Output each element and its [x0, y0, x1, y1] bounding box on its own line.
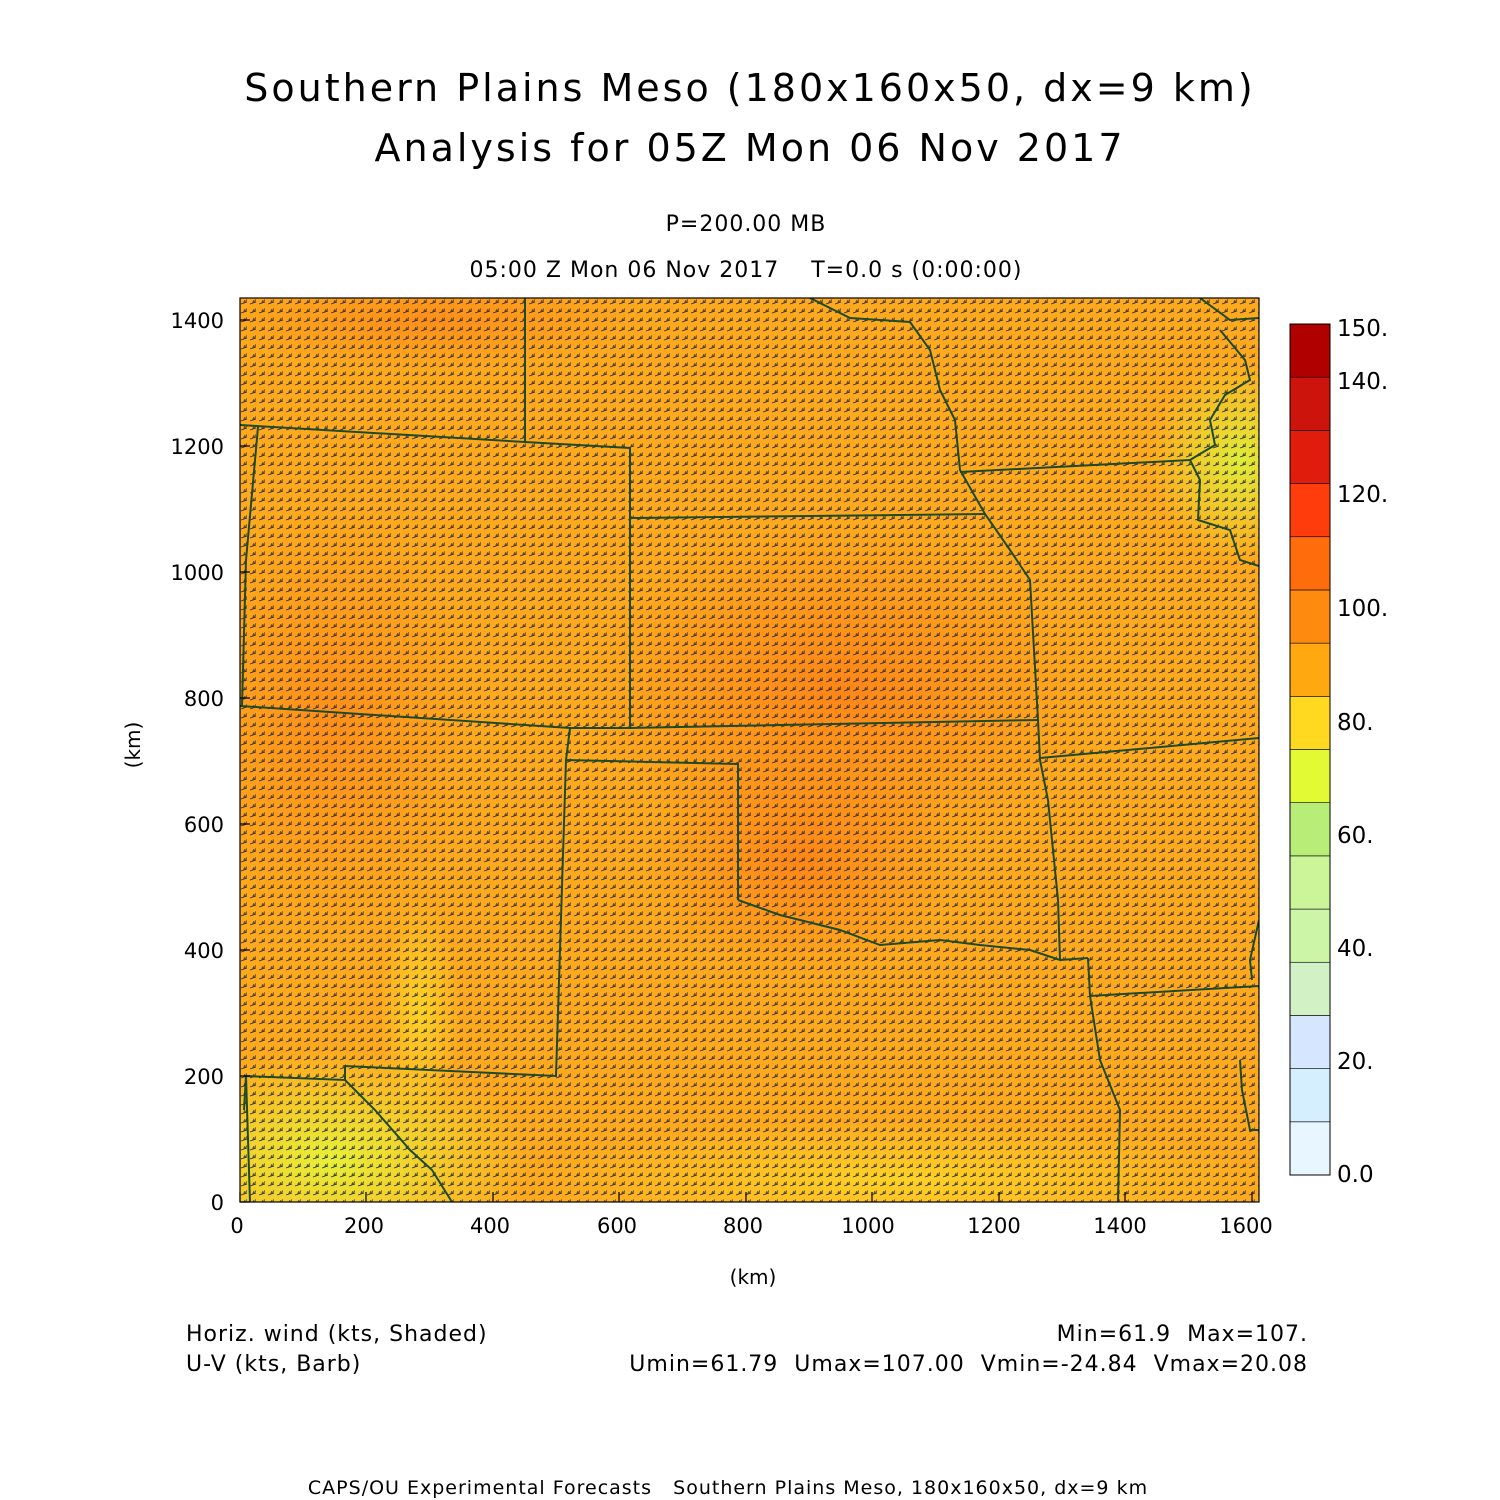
colorbar-label: 150. — [1337, 316, 1388, 342]
wind-speed-shading — [240, 298, 1259, 1202]
shading-caption: Horiz. wind (kts, Shaded) — [186, 1322, 488, 1347]
x-tick-label: 600 — [597, 1214, 637, 1238]
wind-barbs — [240, 298, 1259, 1202]
min-max-stats: Min=61.9 Max=107. — [1056, 1322, 1308, 1347]
uv-stats: Umin=61.79 Umax=107.00 Vmin=-24.84 Vmax=… — [629, 1352, 1308, 1377]
state-boundaries — [240, 298, 1259, 1202]
x-tick-label: 200 — [344, 1214, 384, 1238]
colorbar-label: 40. — [1337, 936, 1374, 962]
colorbar-swatch — [1289, 430, 1331, 484]
colorbar-label: 100. — [1337, 596, 1388, 622]
y-tick-label: 1400 — [171, 309, 224, 333]
colorbar-label: 140. — [1337, 369, 1388, 395]
axis-ticks — [239, 319, 1253, 1203]
colorbar-swatch — [1289, 802, 1331, 857]
colorbar-swatch — [1289, 536, 1331, 591]
colorbar-swatch — [1289, 642, 1331, 697]
colorbar — [1289, 323, 1331, 1176]
credit-line: CAPS/OU Experimental Forecasts Southern … — [307, 1477, 1149, 1499]
colorbar-swatch — [1289, 589, 1331, 644]
x-tick-label: 1000 — [841, 1214, 894, 1238]
colorbar-swatch — [1289, 749, 1331, 803]
colorbar-swatch — [1289, 1015, 1331, 1069]
y-tick-label: 800 — [184, 687, 224, 711]
colorbar-swatch — [1289, 855, 1331, 910]
colorbar-labels: 0.0 20. 40. 60. 80. 100. 120. 140. 150. — [1337, 316, 1388, 1188]
colorbar-swatch — [1289, 908, 1331, 963]
colorbar-swatch — [1289, 376, 1331, 431]
y-tick-label: 0 — [211, 1191, 224, 1215]
x-axis-tick-labels: 0 200 400 600 800 1000 1200 1400 1600 — [230, 1214, 1272, 1238]
colorbar-label: 120. — [1337, 482, 1388, 508]
colorbar-swatch — [1289, 483, 1331, 538]
colorbar-swatch — [1289, 1121, 1331, 1176]
y-tick-label: 1200 — [171, 435, 224, 459]
colorbar-label: 80. — [1337, 710, 1374, 736]
x-axis-label: (km) — [730, 1265, 777, 1289]
level-label: P=200.00 MB — [665, 212, 827, 237]
x-tick-label: 1400 — [1093, 1214, 1146, 1238]
y-axis-label: (km) — [121, 722, 145, 769]
colorbar-swatch — [1289, 696, 1331, 750]
x-tick-label: 800 — [723, 1214, 763, 1238]
y-tick-label: 1000 — [171, 561, 224, 585]
plot-title-line1: Southern Plains Meso (180x160x50, dx=9 k… — [244, 66, 1256, 110]
colorbar-label: 60. — [1337, 823, 1374, 849]
x-tick-label: 1600 — [1219, 1214, 1272, 1238]
time-label: 05:00 Z Mon 06 Nov 2017 T=0.0 s (0:00:00… — [469, 258, 1023, 283]
colorbar-swatch — [1289, 323, 1331, 378]
x-tick-label: 400 — [470, 1214, 510, 1238]
colorbar-label: 20. — [1337, 1049, 1374, 1075]
x-tick-label: 1200 — [967, 1214, 1020, 1238]
colorbar-label: 0.0 — [1337, 1162, 1374, 1188]
barb-caption: U-V (kts, Barb) — [186, 1352, 362, 1377]
y-tick-label: 400 — [184, 939, 224, 963]
x-tick-label: 0 — [230, 1214, 243, 1238]
colorbar-swatch — [1289, 1068, 1331, 1123]
y-axis-tick-labels: 0 200 400 600 800 1000 1200 1400 — [171, 309, 224, 1215]
colorbar-swatch — [1289, 961, 1331, 1016]
plot-title-line2: Analysis for 05Z Mon 06 Nov 2017 — [374, 126, 1126, 170]
y-tick-label: 200 — [184, 1065, 224, 1089]
y-tick-label: 600 — [184, 813, 224, 837]
